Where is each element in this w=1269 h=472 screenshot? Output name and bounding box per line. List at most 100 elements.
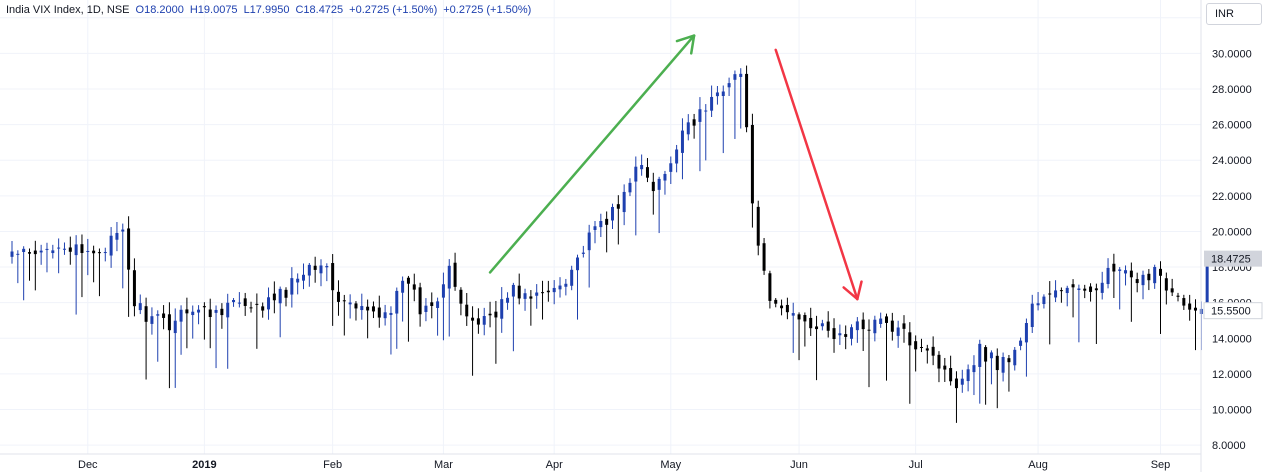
- candle: [214, 305, 218, 369]
- candle: [972, 355, 976, 396]
- candle: [1042, 294, 1046, 309]
- candle-body: [727, 83, 731, 88]
- time-scale[interactable]: Dec 2019 Feb Mar Apr May Jun Jul Aug Sep: [78, 459, 1170, 471]
- y-tick-label: 30.0000: [1212, 48, 1252, 60]
- candle: [710, 85, 714, 117]
- candle: [995, 348, 999, 409]
- price-badge-label: 15.5500: [1211, 306, 1251, 318]
- candle: [62, 242, 66, 255]
- candle: [739, 68, 743, 129]
- candle-body: [710, 96, 714, 111]
- candle-body: [879, 318, 883, 325]
- candle-body: [1176, 295, 1180, 297]
- candle-body: [342, 300, 346, 302]
- candle: [564, 278, 568, 296]
- candle: [173, 308, 177, 388]
- candle: [27, 248, 31, 281]
- chart-legend: India VIX Index, 1D, NSE O18.2000 H19.00…: [6, 4, 531, 16]
- candle: [1089, 283, 1093, 302]
- candle: [220, 303, 224, 329]
- candle: [45, 242, 49, 273]
- candle-body: [686, 122, 690, 135]
- candle-body: [622, 191, 626, 213]
- candle: [622, 184, 626, 226]
- candle-body: [1048, 293, 1052, 295]
- candle-body: [972, 365, 976, 373]
- candle: [424, 298, 428, 322]
- candle: [1083, 284, 1087, 299]
- candle-body: [191, 311, 195, 316]
- candle-body: [1007, 358, 1011, 363]
- legend-change: +0.2725 (+1.50%): [349, 4, 438, 16]
- candle-body: [401, 280, 405, 293]
- candle: [1176, 292, 1180, 302]
- candle-body: [587, 232, 591, 251]
- candle: [692, 113, 696, 139]
- candle: [1007, 354, 1011, 392]
- candle: [587, 224, 591, 288]
- candle-body: [739, 73, 743, 77]
- candle-body: [278, 288, 282, 304]
- price-scale[interactable]: 32.000030.000028.000026.000024.000022.00…: [1212, 13, 1252, 452]
- candle: [243, 292, 247, 316]
- candle-body: [348, 302, 352, 305]
- candle: [156, 310, 160, 362]
- candle: [86, 238, 90, 276]
- candle-body: [389, 312, 393, 315]
- candle: [179, 305, 183, 355]
- candle-body: [197, 309, 201, 313]
- candle: [383, 304, 387, 326]
- candle-body: [395, 290, 399, 314]
- candle-body: [412, 284, 416, 290]
- candle-body: [657, 178, 661, 190]
- candle-body: [138, 303, 142, 311]
- candle-body: [937, 354, 941, 369]
- currency-button[interactable]: INR: [1206, 3, 1262, 25]
- candle: [826, 311, 830, 338]
- y-tick-label: 10.0000: [1212, 404, 1252, 416]
- up-trend-arrow[interactable]: [488, 34, 696, 274]
- candle-body: [966, 369, 970, 382]
- candle: [1141, 270, 1145, 300]
- candle-body: [780, 305, 784, 309]
- x-tick-label: Aug: [1028, 459, 1048, 471]
- candle: [838, 324, 842, 345]
- candle-body: [33, 250, 37, 255]
- candle: [80, 234, 84, 298]
- candle: [51, 244, 55, 259]
- candle: [686, 114, 690, 141]
- candle: [1112, 253, 1116, 299]
- candle: [768, 270, 772, 309]
- candle-body: [441, 284, 445, 298]
- candle-body: [471, 317, 475, 321]
- candle: [1036, 292, 1040, 311]
- candle: [1193, 299, 1197, 351]
- candle: [1001, 352, 1005, 382]
- x-tick-label: Jun: [790, 459, 808, 471]
- candle-body: [255, 303, 259, 305]
- candle: [634, 156, 638, 236]
- candle-body: [237, 302, 241, 304]
- candle: [715, 86, 719, 105]
- candle: [954, 371, 958, 423]
- candle-body: [832, 328, 836, 340]
- candle: [1065, 285, 1069, 307]
- price-badge: 18.4725: [1204, 250, 1262, 267]
- candle: [529, 290, 533, 326]
- candle: [22, 246, 26, 301]
- candle-body: [313, 265, 317, 270]
- candle-body: [663, 173, 667, 181]
- candle-body: [762, 243, 766, 271]
- candle-body: [10, 251, 14, 257]
- candle-body: [931, 346, 935, 356]
- candle-body: [185, 309, 189, 314]
- candle-body: [302, 274, 305, 281]
- x-tick-label: Dec: [78, 459, 98, 471]
- candle-body: [1164, 278, 1168, 291]
- candle: [482, 307, 486, 336]
- candle: [885, 313, 888, 381]
- down-trend-arrow[interactable]: [774, 48, 863, 301]
- candle-body: [750, 124, 754, 204]
- candle-body: [535, 292, 539, 296]
